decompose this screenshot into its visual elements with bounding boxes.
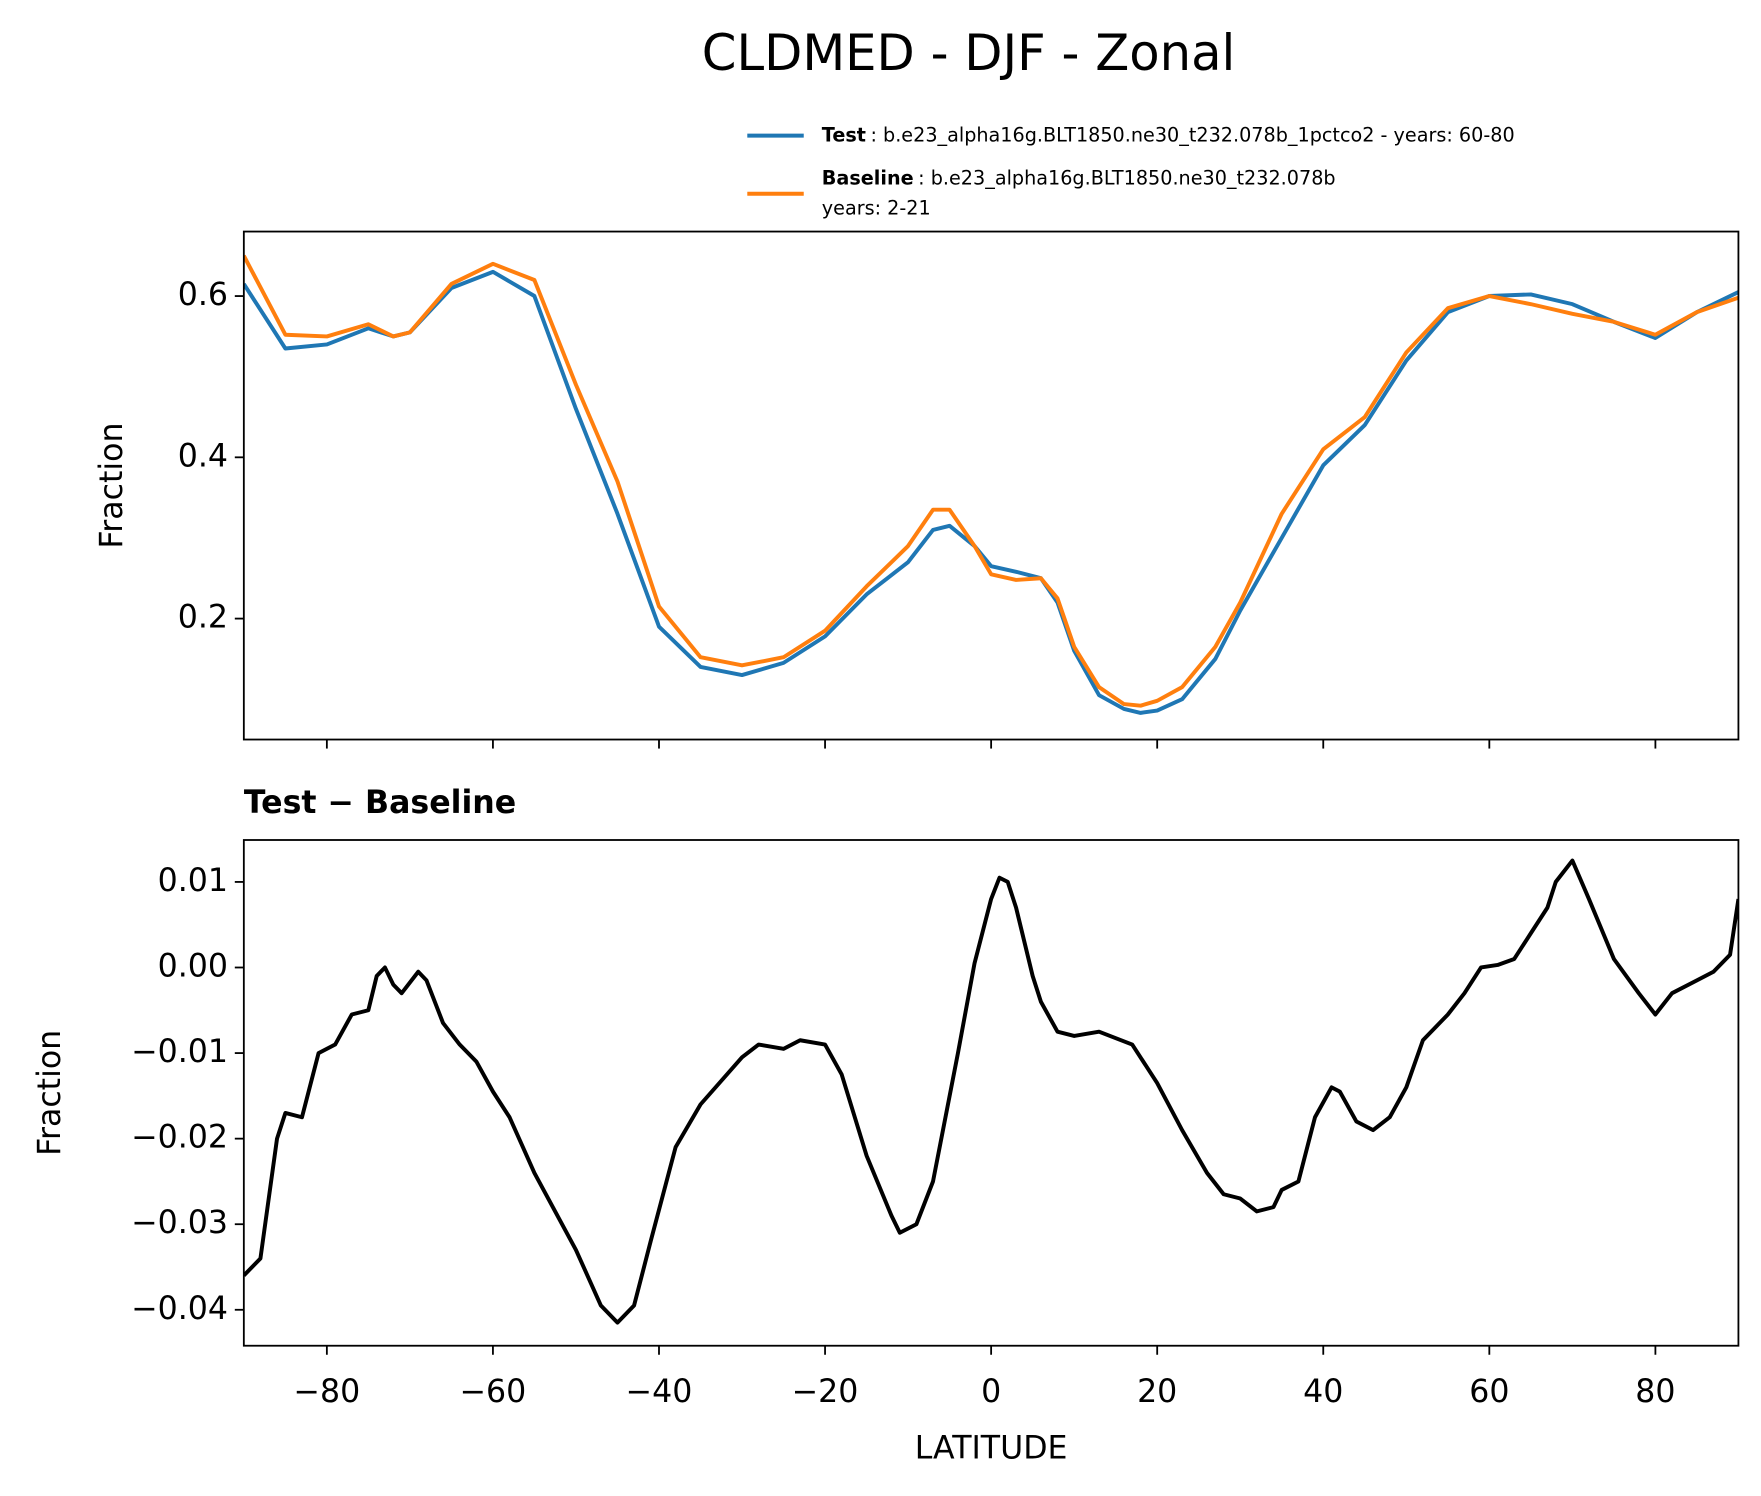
data-line <box>243 254 1739 708</box>
y-tick-label: 0.00 <box>158 949 228 985</box>
x-tick-label: 40 <box>1303 1374 1343 1410</box>
data-line <box>243 858 1739 1325</box>
legend-description: years: 2-21 <box>822 196 931 219</box>
y-axis-label: Fraction <box>32 1030 68 1156</box>
y-tick-label: 0.01 <box>158 863 228 899</box>
y-tick-label: −0.03 <box>131 1205 228 1241</box>
legend-name: Baseline <box>822 166 914 189</box>
axes-frame <box>242 230 1740 741</box>
x-tick-label: −20 <box>792 1374 859 1410</box>
y-tick-label: −0.04 <box>131 1291 228 1327</box>
legend-description: : b.e23_alpha16g.BLT1850.ne30_t232.078b <box>918 166 1335 189</box>
figure-title: CLDMED - DJF - Zonal <box>702 24 1236 82</box>
x-tick-label: −40 <box>626 1374 693 1410</box>
y-tick-label: −0.02 <box>131 1120 228 1156</box>
legend-label: Test: b.e23_alpha16g.BLT1850.ne30_t232.0… <box>822 123 1515 146</box>
data-line <box>243 269 1739 715</box>
x-tick-label: −80 <box>294 1374 361 1410</box>
x-tick-label: 80 <box>1635 1374 1675 1410</box>
legend-label: Baseline: b.e23_alpha16g.BLT1850.ne30_t2… <box>822 166 1336 189</box>
y-tick-label: 0.6 <box>178 277 228 313</box>
legend-description: : b.e23_alpha16g.BLT1850.ne30_t232.078b_… <box>870 123 1514 146</box>
x-tick-label: 60 <box>1469 1374 1509 1410</box>
x-tick-label: 0 <box>981 1374 1001 1410</box>
x-axis-label: LATITUDE <box>915 1431 1068 1467</box>
x-tick-label: 20 <box>1137 1374 1177 1410</box>
legend-name: Test <box>822 123 866 146</box>
x-tick-label: −60 <box>460 1374 527 1410</box>
y-axis-label: Fraction <box>94 422 130 548</box>
axes-frame <box>242 839 1740 1347</box>
subtitle: Test − Baseline <box>244 785 516 821</box>
y-tick-label: 0.2 <box>178 600 228 636</box>
y-tick-label: −0.01 <box>131 1034 228 1070</box>
y-tick-label: 0.4 <box>178 438 228 474</box>
